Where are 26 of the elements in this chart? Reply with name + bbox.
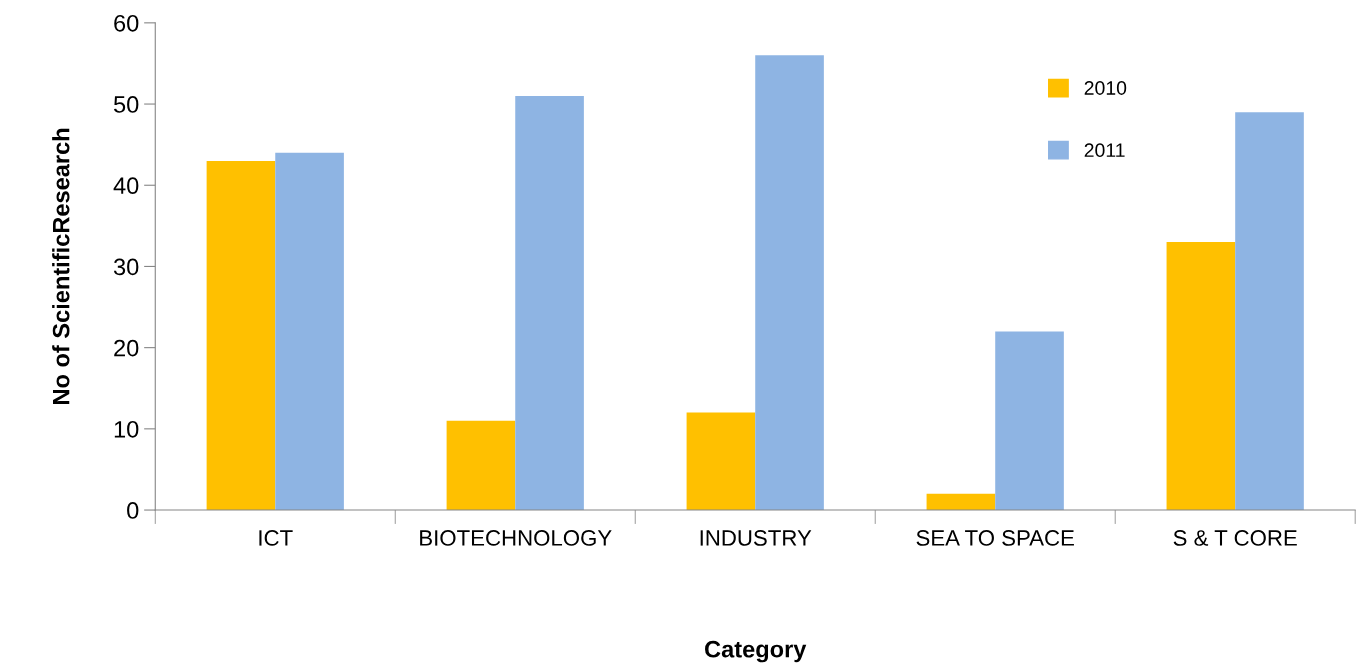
x-axis-title: Category bbox=[705, 640, 807, 663]
bar bbox=[755, 55, 824, 511]
y-tick-label: 0 bbox=[127, 502, 139, 519]
y-tick-label: 10 bbox=[114, 420, 139, 438]
y-tick-label: 60 bbox=[114, 14, 139, 32]
bar bbox=[446, 420, 516, 511]
bar bbox=[206, 160, 276, 511]
y-tick-label: 40 bbox=[113, 177, 139, 195]
x-tick-label: SEA TO SPACE bbox=[916, 530, 1074, 546]
bar bbox=[275, 152, 344, 511]
bar bbox=[686, 412, 756, 511]
x-tick-label: ICT bbox=[259, 530, 293, 546]
x-tick-label: BIOTECHNOLOGY bbox=[420, 530, 612, 546]
legend-label: 2010 bbox=[1084, 81, 1127, 95]
x-tick-label: INDUSTRY bbox=[700, 530, 812, 546]
y-tick-label: 30 bbox=[113, 258, 139, 276]
bar bbox=[1235, 112, 1304, 511]
y-tick-label: 50 bbox=[113, 96, 139, 113]
bar bbox=[1166, 242, 1236, 511]
bar bbox=[926, 493, 996, 511]
bar bbox=[995, 331, 1064, 511]
bar bbox=[515, 95, 584, 511]
y-axis-title: No of ScientificResearch bbox=[52, 128, 70, 404]
legend-label: 2011 bbox=[1084, 143, 1125, 158]
x-tick-label: S & T CORE bbox=[1173, 530, 1297, 546]
y-tick-label: 20 bbox=[114, 339, 139, 357]
